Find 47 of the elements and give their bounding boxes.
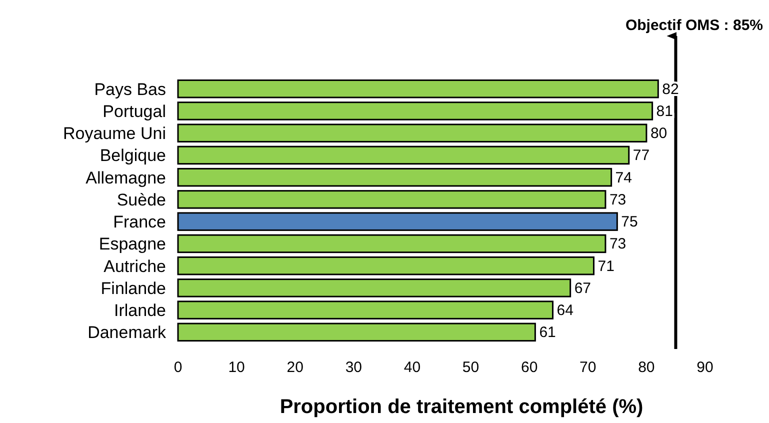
y-tick-label: Portugal: [102, 102, 166, 121]
x-tick-label: 80: [638, 359, 655, 376]
bar: [177, 146, 630, 165]
data-label: 81: [656, 102, 673, 120]
y-tick-label: Finlande: [100, 278, 166, 298]
data-label: 74: [615, 169, 632, 186]
bar: [177, 322, 536, 342]
data-label: 67: [574, 280, 592, 297]
bar: [177, 278, 572, 298]
x-tick-label: 40: [404, 359, 421, 376]
bar: [177, 234, 606, 254]
ref-line-label: Objectif OMS : 85%: [625, 17, 763, 34]
bar: [177, 79, 659, 98]
bar: [177, 212, 618, 231]
x-tick-label: 10: [228, 359, 245, 376]
y-tick-label: Espagne: [98, 234, 166, 254]
x-tick-label: 60: [520, 359, 538, 376]
x-axis-title: Proportion de traitement complété (%): [280, 396, 644, 418]
data-label: 80: [650, 125, 668, 142]
y-tick-label: Pays Bas: [94, 80, 166, 99]
x-tick-label: 0: [174, 359, 182, 376]
y-tick-label: Irlande: [114, 301, 166, 320]
y-tick-label: Danemark: [88, 323, 166, 342]
y-tick-label: Suède: [116, 190, 166, 210]
data-label: 73: [609, 191, 626, 208]
data-label: 77: [632, 147, 650, 164]
data-label: 64: [556, 302, 574, 320]
data-label: 73: [609, 236, 626, 253]
data-label: 61: [539, 324, 556, 342]
y-tick-label: France: [113, 212, 166, 232]
bar: [177, 256, 594, 276]
y-tick-label: Royaume Uni: [63, 124, 166, 144]
bar: [177, 300, 554, 320]
x-tick-label: 30: [345, 359, 362, 376]
bar: [177, 124, 648, 142]
y-tick-label: Autriche: [104, 256, 166, 276]
bar: [177, 168, 612, 187]
x-tick-label: 70: [580, 359, 596, 376]
x-tick-label: 90: [696, 359, 714, 376]
bar: [177, 102, 654, 120]
data-label: 75: [621, 214, 638, 231]
x-tick-label: 20: [286, 359, 304, 376]
y-tick-label: Belgique: [100, 146, 166, 166]
y-tick-label: Allemagne: [86, 168, 166, 188]
bar: [177, 190, 606, 209]
data-label: 71: [598, 258, 614, 275]
x-tick-label: 50: [462, 359, 480, 376]
